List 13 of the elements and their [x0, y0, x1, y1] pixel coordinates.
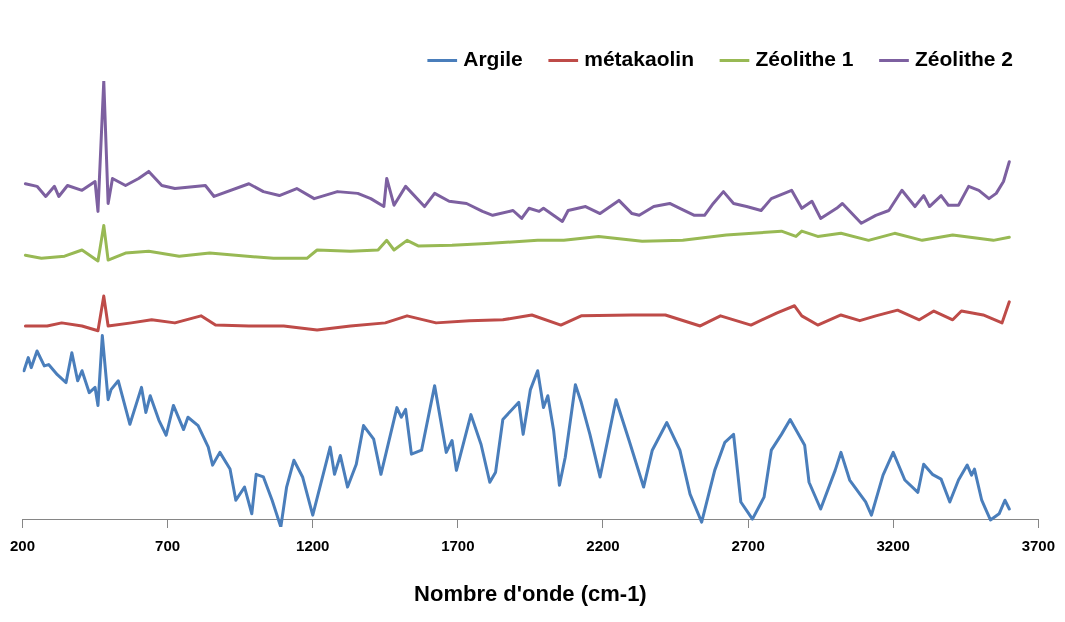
x-tick-label: 200 — [10, 537, 36, 555]
x-tick-label: 2700 — [731, 537, 765, 555]
x-axis-title: Nombre d'onde (cm-1) — [414, 581, 647, 607]
x-tick-label: 3700 — [1021, 537, 1055, 555]
legend-label: Zéolithe 2 — [914, 47, 1014, 71]
x-tick-label: 2200 — [586, 537, 620, 555]
legend-label: Argile — [463, 47, 523, 71]
x-tick-label: 1700 — [441, 537, 475, 555]
legend-label: Zéolithe 1 — [755, 47, 854, 71]
x-tick-label: 700 — [155, 537, 181, 555]
legend-label: métakaolin — [584, 47, 694, 71]
x-tick-label: 3200 — [876, 537, 910, 555]
x-tick-label: 1200 — [296, 537, 330, 555]
